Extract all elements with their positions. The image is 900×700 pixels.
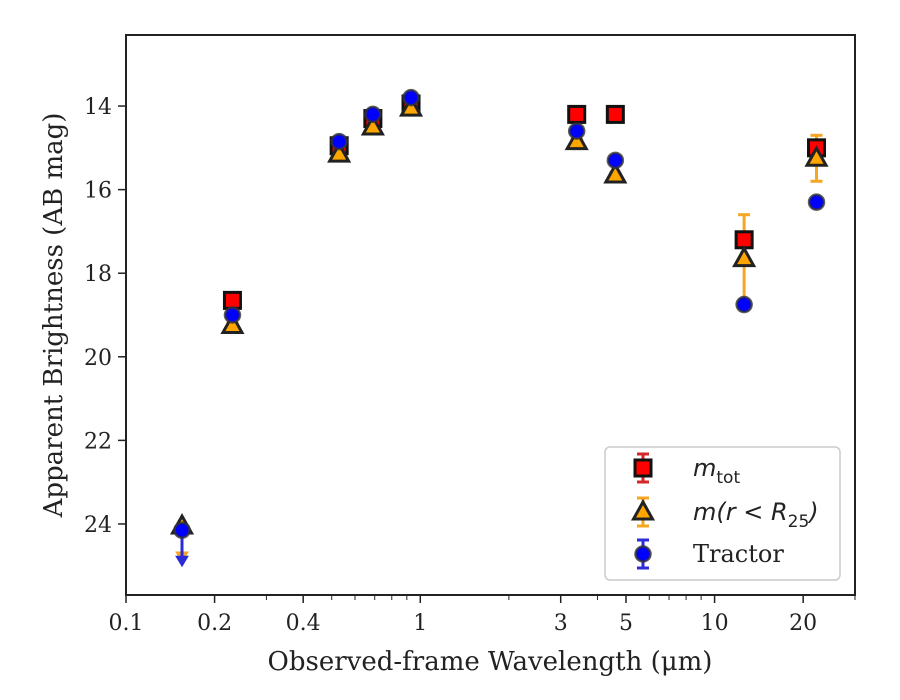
upper-limit-arrowhead: [175, 555, 189, 568]
x-tick-label: 0.2: [197, 611, 232, 636]
x-tick-label: 5: [619, 611, 633, 636]
mr25-marker: [398, 95, 424, 117]
tractor-marker: [364, 105, 382, 124]
x-tick-label: 0.4: [286, 611, 321, 636]
legend-label-base: m(r < R: [693, 498, 788, 526]
y-tick-label: 22: [84, 429, 112, 454]
legend-label-mtot: mtot: [693, 454, 740, 488]
x-tick-label: 20: [789, 611, 817, 636]
tractor-marker: [807, 193, 826, 211]
y-tick-label: 14: [84, 95, 112, 120]
mr25-marker: [220, 312, 245, 334]
legend-label-subscript: 25: [788, 512, 810, 532]
mr25-marker: [360, 113, 385, 136]
legend-tractor-marker: [634, 545, 652, 563]
mr25-marker: [732, 245, 757, 268]
y-axis-ticks: 14 16 18 20 22 24: [84, 95, 126, 538]
x-axis-title: Observed-frame Wavelength (μm): [268, 647, 713, 677]
x-tick-label: 10: [701, 611, 729, 636]
legend-label-tractor: Tractor: [693, 540, 784, 568]
y-tick-label: 20: [84, 346, 112, 371]
mr25-marker: [327, 141, 352, 163]
mtot-marker: [567, 104, 587, 124]
tractor-marker: [567, 122, 586, 140]
x-axis-ticks: 0.1 0.2 0.4 1 3 5 10 20: [109, 595, 856, 636]
legend-label-base: m: [693, 454, 716, 482]
y-axis-title: Apparent Brightness (AB mag): [39, 113, 69, 519]
tractor-marker: [173, 521, 191, 539]
mtot-marker: [605, 104, 625, 124]
tractor-marker: [735, 295, 753, 314]
data-markers: [169, 88, 829, 539]
y-tick-label: 16: [84, 179, 112, 204]
legend: mtot m(r < R25) Tractor: [604, 446, 841, 581]
legend-mtot-marker: [633, 458, 653, 478]
y-tick-label: 18: [84, 262, 112, 287]
y-tick-label: 24: [84, 513, 112, 538]
legend-mr25-marker: [630, 498, 656, 521]
mr25-marker: [804, 145, 829, 167]
tractor-marker: [330, 132, 348, 151]
mr25-marker: [603, 161, 628, 184]
mtot-marker: [734, 230, 754, 250]
legend-label-subscript: tot: [716, 468, 740, 488]
x-tick-label: 3: [554, 611, 568, 636]
tractor-marker: [223, 306, 242, 324]
x-tick-label: 1: [413, 611, 427, 636]
tractor-marker: [606, 151, 625, 170]
x-tick-label: 0.1: [109, 611, 144, 636]
plot-frame: [125, 34, 856, 596]
legend-frame: [604, 446, 841, 581]
legend-label-mr25: m(r < R25): [693, 498, 819, 532]
mr25-marker: [564, 128, 589, 151]
mtot-marker: [222, 290, 242, 310]
tractor-marker: [402, 88, 420, 107]
legend-label-tail: ): [807, 498, 818, 526]
